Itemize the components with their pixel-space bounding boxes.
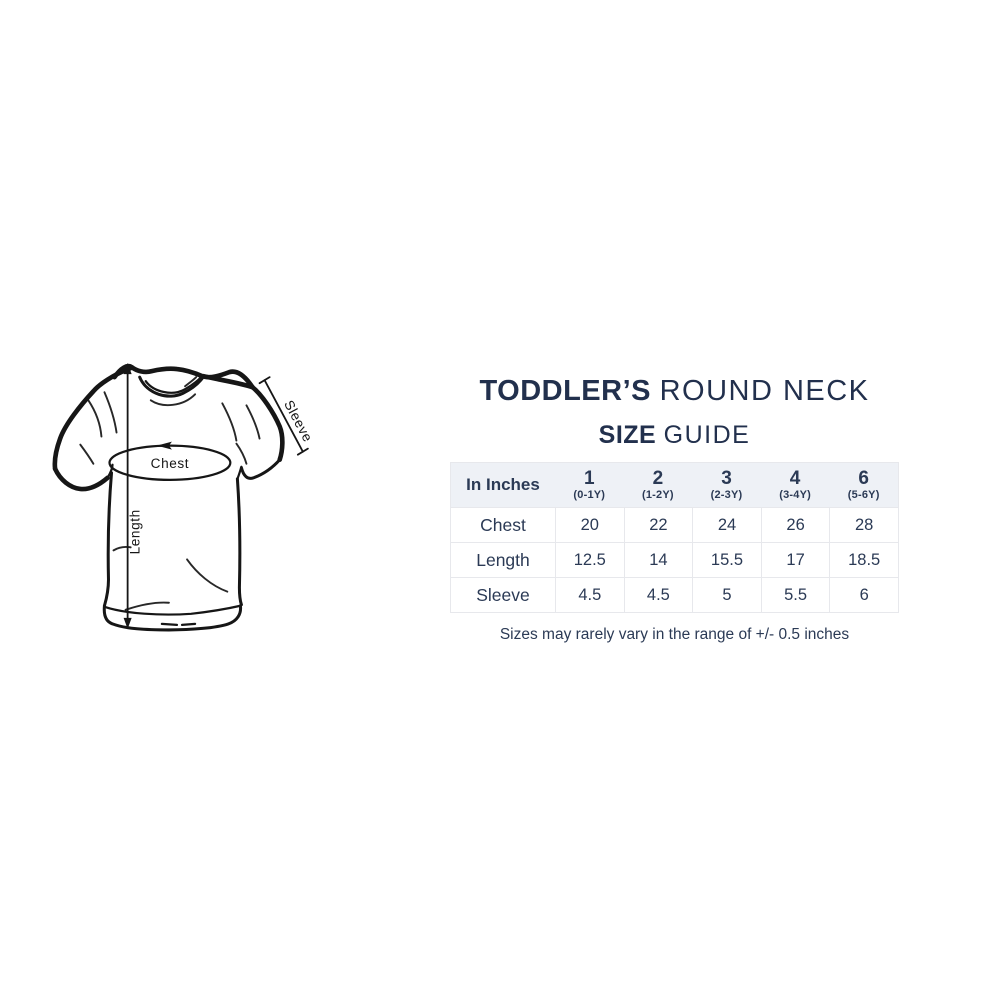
size-age-range: (3-4Y) — [779, 489, 811, 501]
chest-ellipse — [108, 441, 232, 481]
sleeve-value: 4.5 — [555, 577, 624, 612]
chest-value: 28 — [829, 507, 898, 542]
table-header-size-6: 6 (5-6Y) — [829, 463, 898, 507]
tshirt-outline — [52, 363, 285, 632]
size-age-range: (1-2Y) — [642, 489, 674, 501]
length-value: 14 — [623, 542, 693, 577]
size-age-range: (2-3Y) — [710, 489, 743, 501]
page-title-bold: TODDLER’S — [479, 375, 651, 407]
length-value: 18.5 — [829, 542, 898, 577]
chest-value: 26 — [760, 507, 830, 542]
chest-value: 20 — [555, 507, 624, 542]
size-table: In Inches 1 (0-1Y) 2 (1-2Y) 3 (2-3Y) 4 (… — [450, 462, 899, 613]
size-age-range: (5-6Y) — [847, 489, 880, 501]
sleeve-value: 5.5 — [760, 577, 830, 612]
size-number: 2 — [652, 468, 664, 489]
row-label-sleeve: Sleeve — [451, 577, 555, 612]
size-guide-panel: TODDLER’S ROUND NECK SIZE GUIDE In Inche… — [450, 374, 899, 644]
page-title-light: ROUND NECK — [659, 375, 870, 407]
tshirt-diagram: Length Chest Sleeve — [52, 363, 312, 632]
table-header-size-3: 3 (2-3Y) — [692, 463, 761, 507]
row-label-chest: Chest — [451, 507, 555, 542]
sleeve-value: 4.5 — [623, 577, 693, 612]
size-number: 1 — [584, 468, 595, 489]
length-value: 17 — [760, 542, 830, 577]
size-number: 6 — [858, 468, 869, 489]
length-value: 12.5 — [555, 542, 624, 577]
length-arrow — [123, 363, 132, 629]
page-subtitle-light: GUIDE — [663, 421, 751, 449]
size-number: 4 — [789, 468, 801, 489]
tshirt-fold-lines — [79, 391, 261, 611]
table-header-size-1: 1 (0-1Y) — [555, 463, 624, 507]
sleeve-value: 5 — [692, 577, 761, 612]
page-title: TODDLER’S ROUND NECK — [450, 374, 899, 408]
length-value: 15.5 — [692, 542, 761, 577]
table-header-size-2: 2 (1-2Y) — [623, 463, 693, 507]
chest-label: Chest — [151, 456, 190, 471]
sleeve-value: 6 — [829, 577, 898, 612]
size-age-range: (0-1Y) — [573, 489, 606, 501]
length-label: Length — [128, 509, 143, 554]
chest-value: 22 — [623, 507, 693, 542]
size-number: 3 — [721, 468, 732, 489]
table-header-size-4: 4 (3-4Y) — [760, 463, 830, 507]
chest-value: 24 — [692, 507, 761, 542]
page-subtitle: SIZE GUIDE — [450, 420, 899, 450]
sleeve-dimension-line — [258, 376, 309, 456]
row-label-length: Length — [451, 542, 555, 577]
page-subtitle-bold: SIZE — [598, 421, 657, 449]
tolerance-note: Sizes may rarely vary in the range of +/… — [499, 626, 850, 643]
table-header-unit: In Inches — [451, 463, 555, 507]
